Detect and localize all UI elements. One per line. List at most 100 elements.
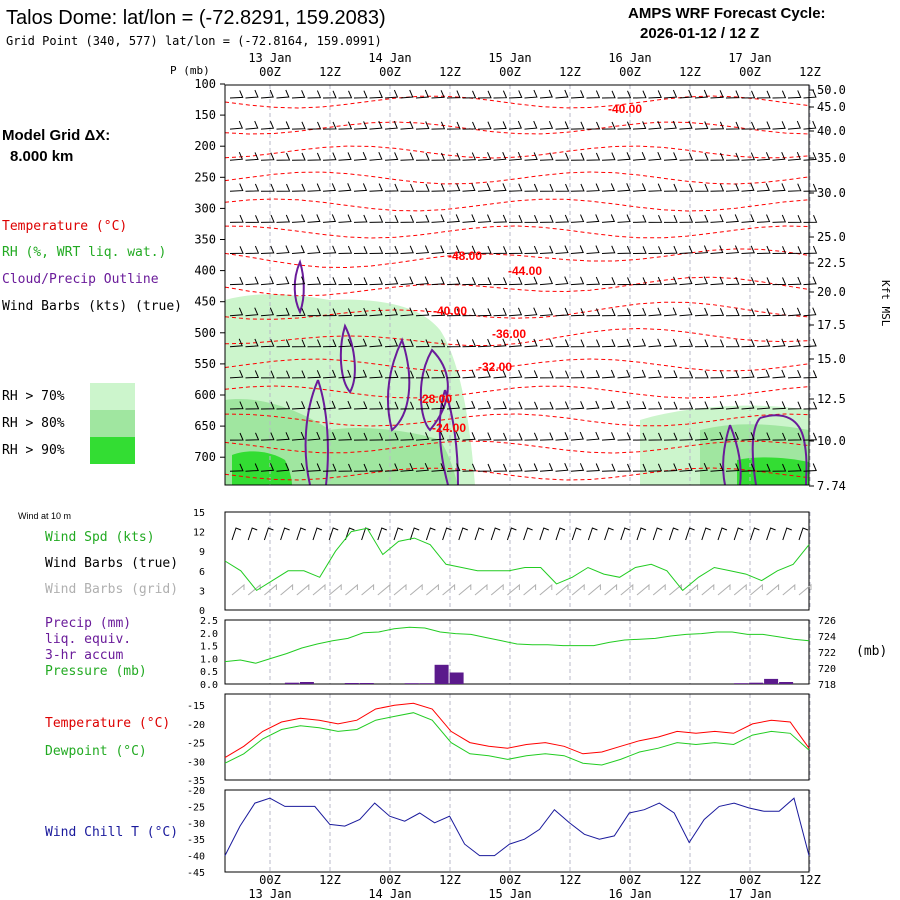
temperature-contours xyxy=(224,95,810,481)
wind-barb xyxy=(462,308,477,317)
temperature-line xyxy=(224,702,810,759)
precip-bar xyxy=(284,682,299,684)
wind-barb xyxy=(431,370,446,379)
wind-barb xyxy=(570,308,585,317)
y-tick-label: 0.0 xyxy=(200,680,218,691)
precip-bar xyxy=(419,683,434,684)
wind-barb xyxy=(586,431,600,441)
wind-barb-true xyxy=(361,527,371,541)
wind-barb xyxy=(803,215,818,223)
wind-barb xyxy=(400,463,414,472)
wind-barb xyxy=(663,152,678,161)
wind-barb-grid xyxy=(766,583,780,596)
wind-barb xyxy=(648,369,662,379)
temperature-contour xyxy=(224,225,810,239)
wind-barb xyxy=(694,214,709,223)
wind-barb xyxy=(446,183,461,192)
y-tick-label: -35 xyxy=(187,776,205,787)
wind-barb xyxy=(307,121,322,130)
wind-barb xyxy=(384,152,399,161)
bottom-time-tick: 00Z xyxy=(379,873,401,887)
bottom-time-axis: 00Z 12Z 00Z 12Z 00Z 12Z 00Z 12Z 00Z 12Z 13 Jan 14 J… xyxy=(248,873,821,900)
wind-barb xyxy=(617,277,632,286)
wind-barb xyxy=(260,463,275,472)
wind-barb-true xyxy=(652,527,663,541)
wind-barb xyxy=(245,215,260,223)
top-time-tick: 12Z xyxy=(799,65,821,79)
wind-barb xyxy=(369,246,384,254)
wind-barb xyxy=(741,183,755,192)
wind-barb xyxy=(586,370,601,379)
wind-barb xyxy=(601,214,616,223)
wind-barb xyxy=(570,401,585,410)
wind-barb xyxy=(787,307,802,317)
wind-barb xyxy=(570,339,585,348)
wind-barb xyxy=(276,307,290,317)
wind-barb xyxy=(508,369,523,379)
wind-barb xyxy=(772,246,787,254)
wind-barb xyxy=(353,369,368,379)
wind-barb xyxy=(493,401,507,410)
bottom-time-tick: 00Z xyxy=(259,873,281,887)
wind-barb xyxy=(679,89,693,99)
wind-barb-true xyxy=(798,527,809,541)
wind-barb xyxy=(679,401,694,410)
wind-barb xyxy=(555,214,570,223)
wind-barb-grid xyxy=(426,583,439,596)
wind-barb xyxy=(679,432,694,441)
wind-barb xyxy=(663,215,678,223)
wind-barb xyxy=(338,400,352,410)
wind-barb xyxy=(555,307,569,317)
wind-barb xyxy=(539,183,554,192)
wind-barb xyxy=(570,245,584,254)
wind-barb xyxy=(276,432,290,441)
wind-barb-grid xyxy=(782,583,796,596)
wind-barb xyxy=(245,401,260,410)
wind-chill-panel: -20 -25 -30 -35 -40 -45 xyxy=(187,786,811,879)
wind-barb xyxy=(772,183,786,192)
wind-barb xyxy=(245,152,259,161)
wind-barb xyxy=(245,245,260,254)
wind-barb xyxy=(772,277,787,286)
wind-barb xyxy=(601,369,616,379)
wind-barb-grid xyxy=(312,583,326,596)
wind-barb xyxy=(601,432,616,441)
wind-barb xyxy=(322,214,337,223)
legend-cloud: Cloud/Precip Outline xyxy=(2,272,159,287)
wind-barb xyxy=(756,432,771,441)
dewpoint-label: Dewpoint (°C) xyxy=(45,744,147,759)
upper-air-wind-barbs xyxy=(229,89,818,472)
wind-barb xyxy=(384,370,399,379)
wind-barb xyxy=(725,245,740,254)
pressure-tick-label: 650 xyxy=(194,419,216,433)
wind-barb xyxy=(570,463,585,472)
panel-frame xyxy=(224,511,810,611)
y-tick-label: 0.5 xyxy=(200,667,218,678)
y-tick-label: 12 xyxy=(193,528,205,539)
wind-barb xyxy=(415,245,430,254)
wind-barb xyxy=(710,401,724,410)
wind-barb xyxy=(725,400,740,410)
wind-barb xyxy=(710,370,725,379)
wind-barb xyxy=(369,276,384,286)
wind-barb xyxy=(632,307,647,317)
wind-barb-grid xyxy=(652,583,666,596)
wind-barb-grid xyxy=(458,583,472,596)
wind-barb xyxy=(384,245,399,254)
wind-barb xyxy=(601,463,616,472)
wind-barb xyxy=(710,152,725,161)
temperature-contour-labels: -40.00 -48.00 -44.00 -40.00 -36.00 -32.00 -28.… xyxy=(418,102,642,435)
wind-barb xyxy=(369,152,383,161)
pressure-unit: (mb) xyxy=(856,644,887,659)
wind-barb xyxy=(741,277,756,286)
precip-bar xyxy=(764,678,779,684)
wind-barb-grid xyxy=(798,583,812,596)
wind-barb xyxy=(694,463,708,472)
wind-barb xyxy=(787,463,802,472)
wind-barb xyxy=(741,369,755,379)
wind-barb xyxy=(601,245,616,254)
wind-barb xyxy=(477,338,492,348)
forecast-cycle-label: AMPS WRF Forecast Cycle: xyxy=(628,5,826,22)
wind-barb xyxy=(260,121,275,130)
wind-barb xyxy=(539,432,554,441)
